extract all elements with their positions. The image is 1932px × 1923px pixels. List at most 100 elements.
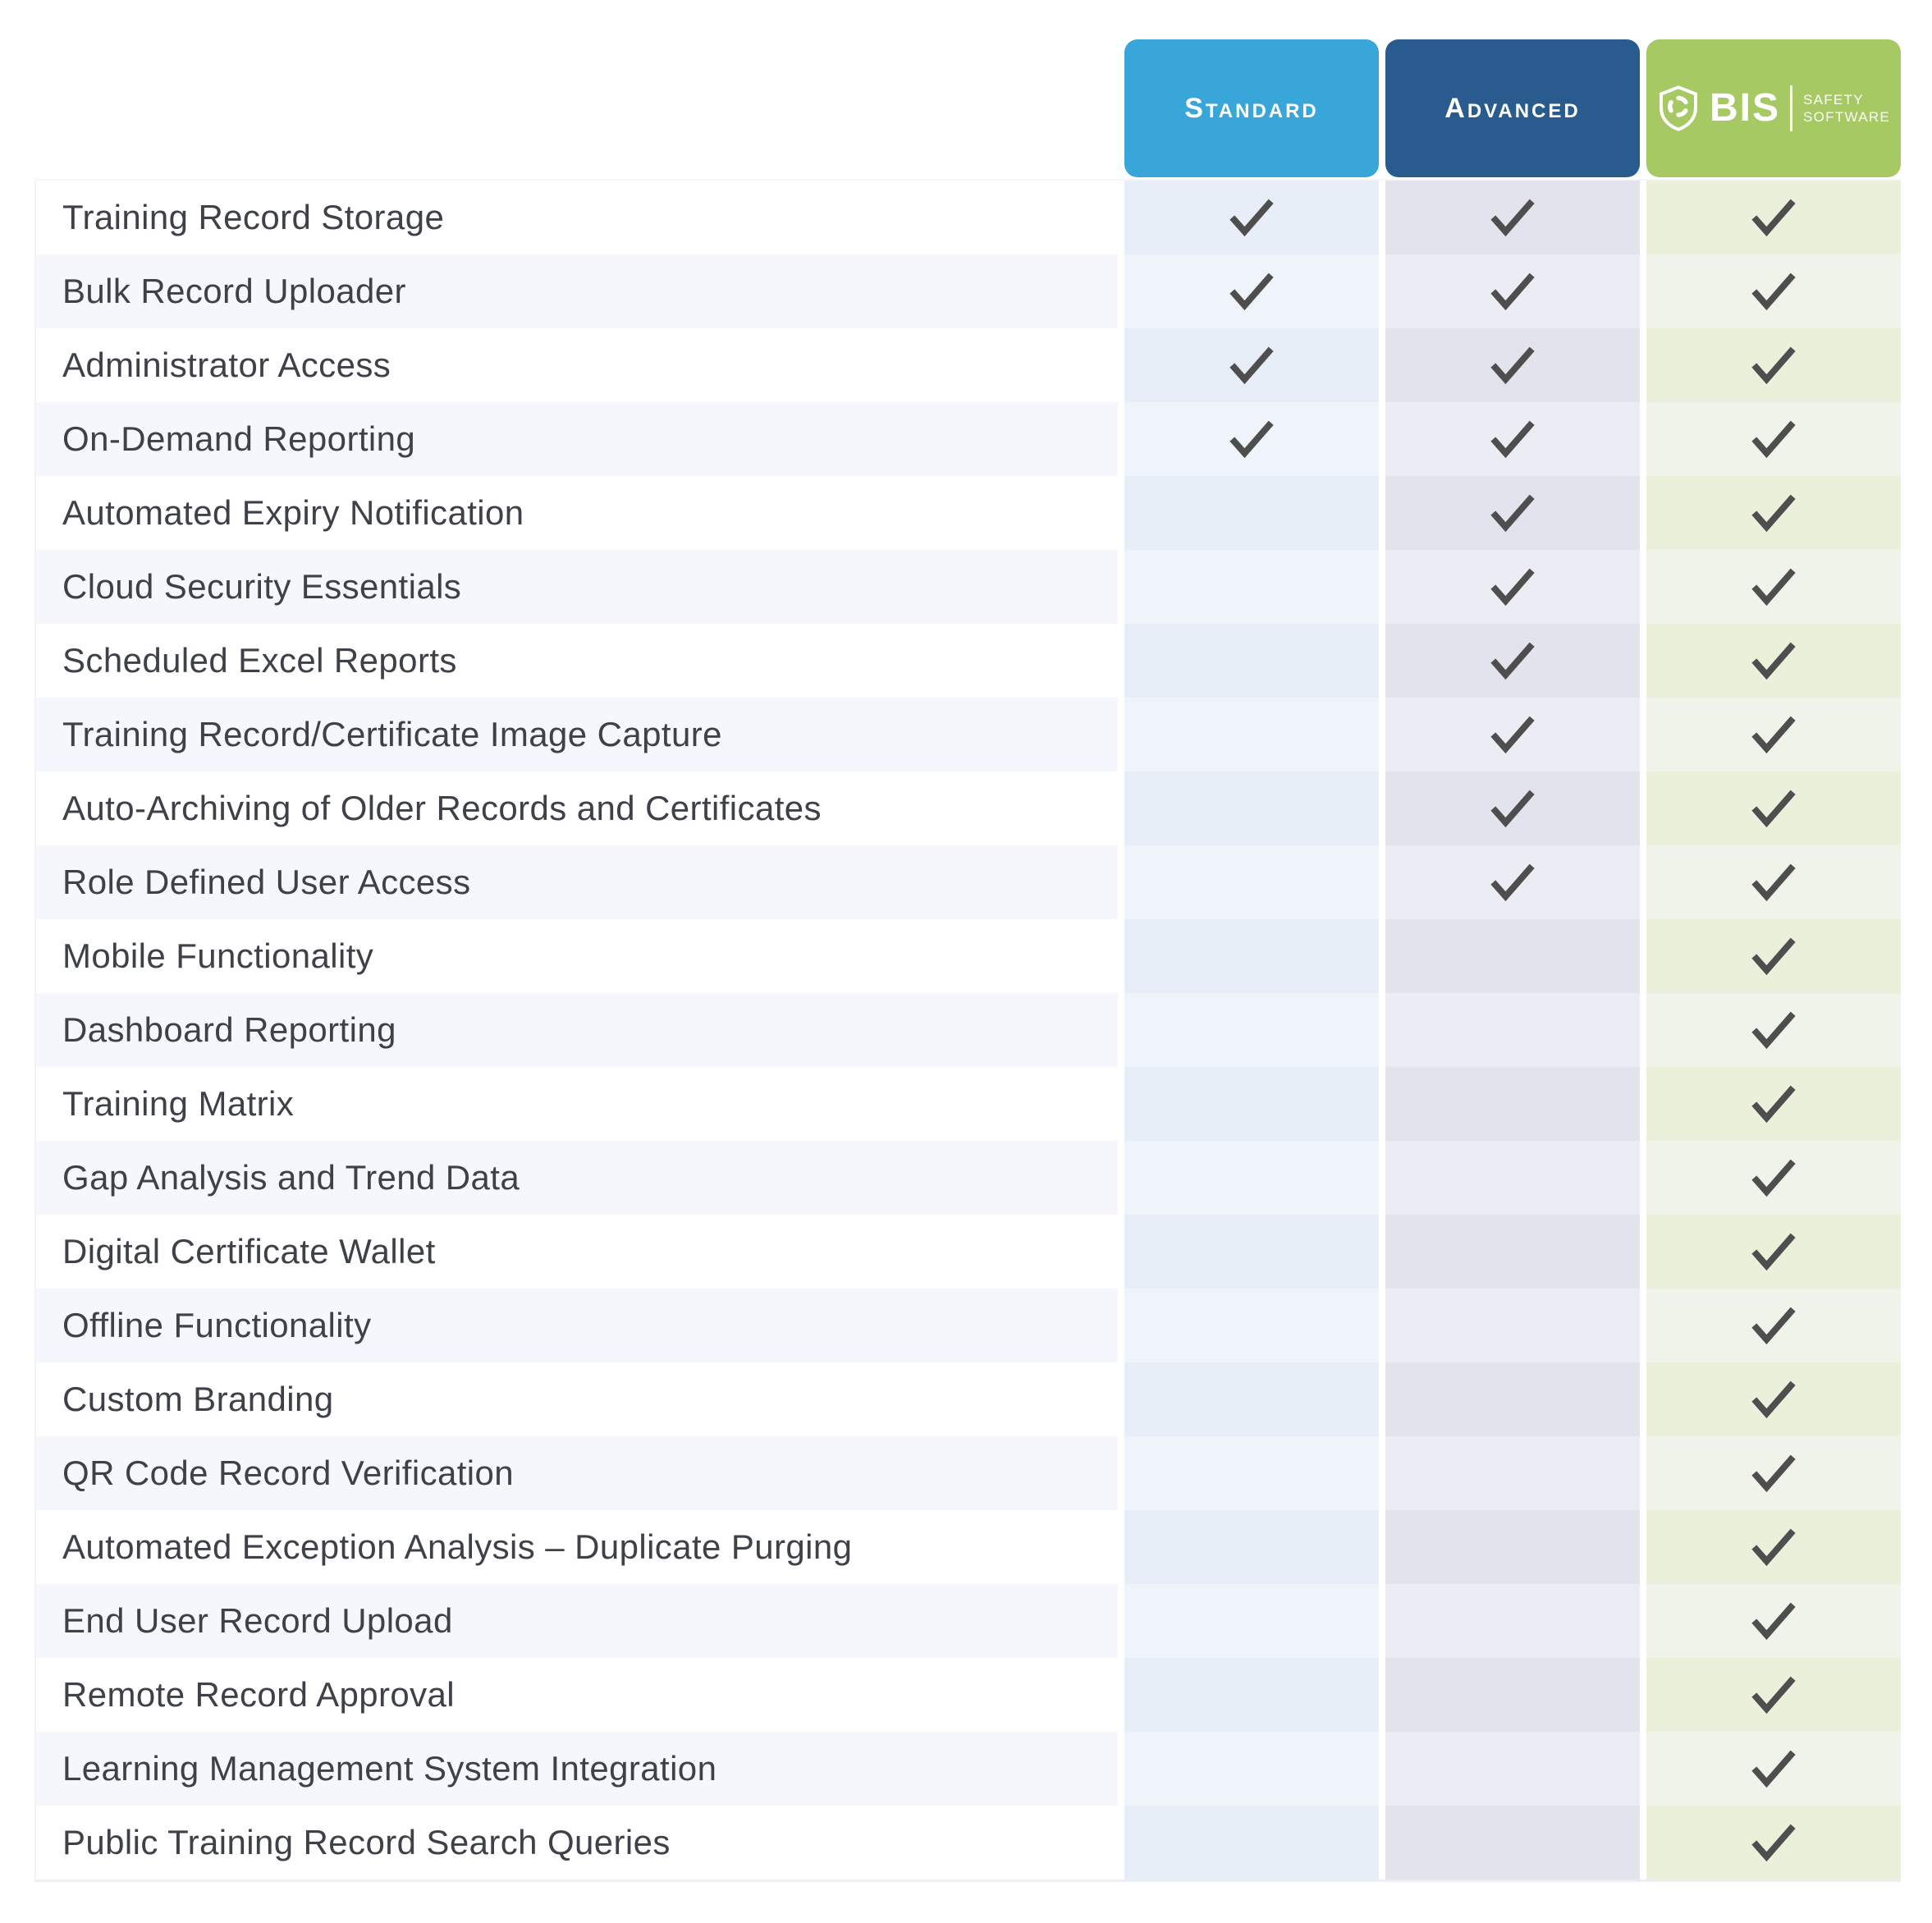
standard-cell	[1124, 1732, 1379, 1806]
check-icon	[1751, 272, 1796, 311]
check-icon	[1751, 1380, 1796, 1419]
check-icon	[1229, 346, 1274, 385]
table-row: Training Matrix	[36, 1067, 1901, 1141]
bis-tagline-line2: SOFTWARE	[1802, 109, 1891, 125]
check-icon	[1751, 1528, 1796, 1567]
advanced-cell	[1385, 1510, 1640, 1584]
advanced-cell	[1385, 1067, 1640, 1141]
feature-label: Learning Management System Integration	[36, 1732, 1118, 1806]
feature-label: On-Demand Reporting	[36, 402, 1118, 476]
feature-label: Training Matrix	[36, 1067, 1118, 1141]
advanced-cell	[1385, 1362, 1640, 1436]
standard-cell	[1124, 550, 1379, 624]
feature-label: Remote Record Approval	[36, 1658, 1118, 1732]
advanced-cell	[1385, 845, 1640, 919]
bis-tagline: SAFETY SOFTWARE	[1803, 91, 1890, 126]
bis-brand-text: BIS	[1709, 86, 1780, 130]
bis-cell	[1646, 328, 1901, 402]
table-row: Role Defined User Access	[36, 845, 1901, 919]
check-icon	[1751, 346, 1796, 385]
feature-label: QR Code Record Verification	[36, 1436, 1118, 1510]
shield-icon	[1659, 85, 1697, 131]
check-icon	[1751, 1307, 1796, 1345]
table-row: Scheduled Excel Reports	[36, 624, 1901, 698]
standard-cell	[1124, 845, 1379, 919]
check-icon	[1751, 1602, 1796, 1641]
feature-label: Cloud Security Essentials	[36, 550, 1118, 624]
table-row: Mobile Functionality	[36, 919, 1901, 993]
feature-label: End User Record Upload	[36, 1584, 1118, 1658]
check-icon	[1751, 1824, 1796, 1862]
advanced-cell	[1385, 624, 1640, 698]
check-icon	[1490, 346, 1535, 385]
standard-cell	[1124, 402, 1379, 476]
advanced-cell	[1385, 402, 1640, 476]
check-icon	[1229, 272, 1274, 311]
standard-cell	[1124, 624, 1379, 698]
table-row: Automated Expiry Notification	[36, 476, 1901, 550]
check-icon	[1751, 716, 1796, 754]
bis-cell	[1646, 181, 1901, 254]
standard-cell	[1124, 1067, 1379, 1141]
bis-cell	[1646, 1658, 1901, 1732]
bis-cell	[1646, 1806, 1901, 1880]
standard-cell	[1124, 1141, 1379, 1215]
advanced-cell	[1385, 181, 1640, 254]
standard-cell	[1124, 771, 1379, 845]
bis-cell	[1646, 1289, 1901, 1362]
table-row: Public Training Record Search Queries	[36, 1806, 1901, 1880]
advanced-cell	[1385, 698, 1640, 771]
feature-label: Role Defined User Access	[36, 845, 1118, 919]
check-icon	[1751, 1454, 1796, 1493]
check-icon	[1490, 716, 1535, 754]
check-icon	[1490, 272, 1535, 311]
standard-cell	[1124, 1510, 1379, 1584]
bis-cell	[1646, 1362, 1901, 1436]
bis-logo: BIS SAFETY SOFTWARE	[1657, 85, 1890, 131]
table-row: Bulk Record Uploader	[36, 254, 1901, 328]
bis-cell	[1646, 771, 1901, 845]
check-icon	[1751, 199, 1796, 237]
bis-cell	[1646, 1141, 1901, 1215]
advanced-cell	[1385, 1289, 1640, 1362]
standard-cell	[1124, 476, 1379, 550]
check-icon	[1751, 1159, 1796, 1197]
header-spacer	[34, 39, 1118, 177]
standard-cell	[1124, 1436, 1379, 1510]
check-icon	[1751, 568, 1796, 607]
standard-cell	[1124, 993, 1379, 1067]
bis-cell	[1646, 1067, 1901, 1141]
check-icon	[1490, 199, 1535, 237]
feature-label: Automated Expiry Notification	[36, 476, 1118, 550]
advanced-cell	[1385, 993, 1640, 1067]
logo-divider	[1789, 85, 1792, 131]
table-row: Training Record Storage	[36, 181, 1901, 254]
standard-cell	[1124, 1289, 1379, 1362]
table-header: Standard Advanced BIS	[34, 39, 1901, 177]
check-icon	[1229, 199, 1274, 237]
table-row: On-Demand Reporting	[36, 402, 1901, 476]
column-badge-bis: BIS SAFETY SOFTWARE	[1646, 39, 1901, 177]
check-icon	[1490, 420, 1535, 459]
table-row: Cloud Security Essentials	[36, 550, 1901, 624]
check-icon	[1751, 937, 1796, 976]
bis-cell	[1646, 1510, 1901, 1584]
table-row: Auto-Archiving of Older Records and Cert…	[36, 771, 1901, 845]
bis-tagline-line1: SAFETY	[1802, 91, 1864, 108]
advanced-cell	[1385, 1732, 1640, 1806]
feature-rows: Training Record Storage Bulk Record Uploa…	[34, 179, 1901, 1882]
feature-label: Bulk Record Uploader	[36, 254, 1118, 328]
standard-cell	[1124, 919, 1379, 993]
table-row: QR Code Record Verification	[36, 1436, 1901, 1510]
advanced-cell	[1385, 476, 1640, 550]
check-icon	[1751, 420, 1796, 459]
check-icon	[1490, 863, 1535, 902]
check-icon	[1751, 642, 1796, 680]
standard-cell	[1124, 181, 1379, 254]
table-row: Training Record/Certificate Image Captur…	[36, 698, 1901, 771]
comparison-table: Standard Advanced BIS	[34, 39, 1901, 1882]
check-icon	[1751, 1233, 1796, 1271]
table-row: Remote Record Approval	[36, 1658, 1901, 1732]
check-icon	[1751, 1085, 1796, 1124]
